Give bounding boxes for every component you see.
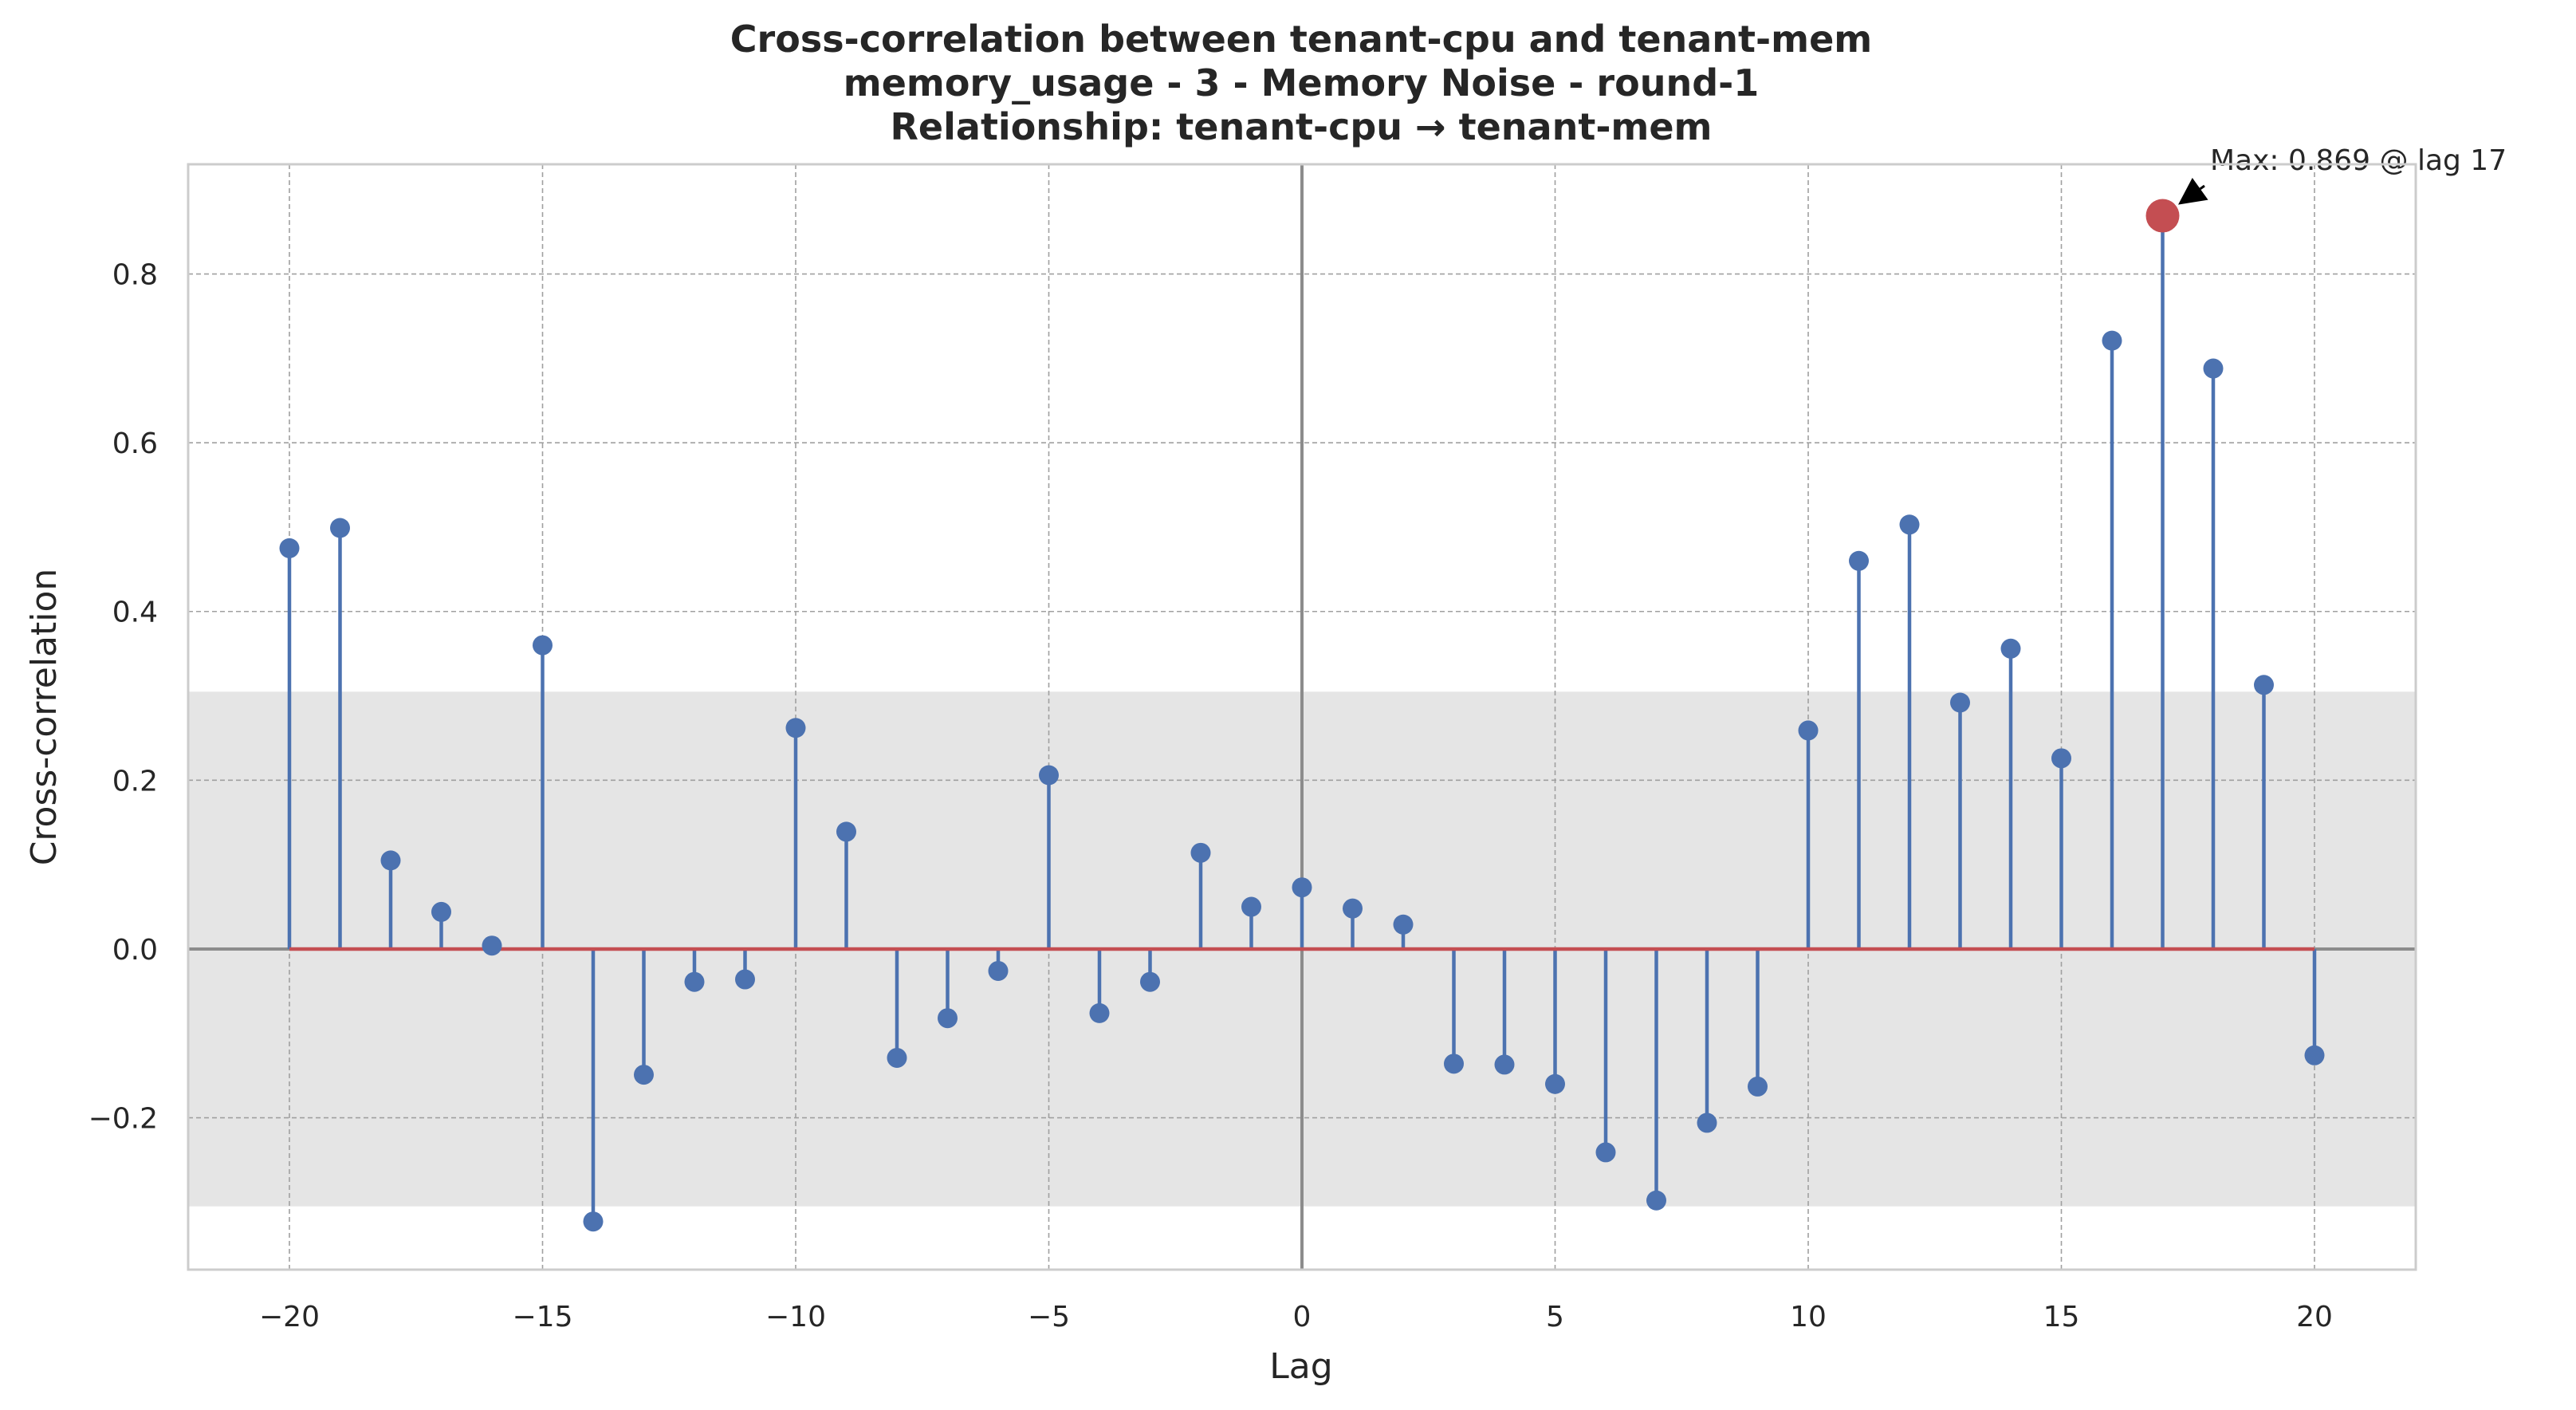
stem-marker bbox=[1646, 1190, 1666, 1211]
stem-marker bbox=[1039, 765, 1059, 786]
stem-marker bbox=[634, 1065, 654, 1085]
y-tick-label: 0.8 bbox=[112, 259, 158, 292]
stem-marker bbox=[1444, 1054, 1464, 1074]
max-annotation-arrow-head bbox=[2178, 177, 2208, 205]
stem-marker bbox=[533, 635, 553, 656]
stem-marker bbox=[482, 935, 502, 956]
max-annotation-arrow-shaft bbox=[2199, 184, 2205, 191]
stem-marker bbox=[1343, 898, 1363, 919]
x-tick-label: −5 bbox=[1028, 1301, 1070, 1333]
stem-marker bbox=[2051, 748, 2071, 769]
stem-marker bbox=[1899, 514, 1920, 535]
stem-marker bbox=[2203, 358, 2224, 379]
chart-title: Cross-correlation between tenant-cpu and… bbox=[730, 18, 1872, 148]
stem-marker bbox=[1140, 971, 1160, 992]
stem-marker bbox=[735, 969, 755, 990]
stem-marker bbox=[279, 538, 300, 558]
title-line-1: Cross-correlation between tenant-cpu and… bbox=[730, 18, 1872, 61]
stem-marker bbox=[1393, 914, 1414, 935]
stem-marker bbox=[583, 1211, 604, 1232]
title-line-2: memory_usage - 3 - Memory Noise - round-… bbox=[844, 61, 1759, 104]
stem-marker bbox=[1089, 1002, 1110, 1023]
stem-marker bbox=[1241, 896, 1261, 917]
plot-frame bbox=[187, 163, 2417, 1271]
x-tick-label: −15 bbox=[513, 1301, 573, 1333]
stem-marker bbox=[887, 1047, 907, 1068]
x-tick-label: 5 bbox=[1546, 1301, 1564, 1333]
stem-marker bbox=[684, 971, 705, 992]
stem-marker bbox=[836, 821, 856, 842]
stem-marker bbox=[1798, 720, 1819, 741]
x-axis-label: Lag bbox=[1269, 1346, 1332, 1387]
max-annotation-text: Max: 0.869 @ lag 17 bbox=[2210, 144, 2507, 177]
y-tick-label: 0.6 bbox=[112, 427, 158, 460]
stem-marker bbox=[1748, 1076, 1768, 1097]
x-tick-label: −10 bbox=[765, 1301, 826, 1333]
max-marker bbox=[2145, 199, 2180, 233]
stem-marker bbox=[2254, 675, 2274, 695]
stem-marker bbox=[785, 718, 806, 738]
stem-marker bbox=[2000, 638, 2021, 659]
x-tick-label: −20 bbox=[259, 1301, 320, 1333]
stem-marker bbox=[2304, 1045, 2325, 1065]
title-line-3: Relationship: tenant-cpu → tenant-mem bbox=[891, 105, 1713, 148]
stem-marker bbox=[1292, 877, 1312, 898]
y-tick-label: 0.0 bbox=[112, 934, 158, 967]
plot-area: Max: 0.869 @ lag 17 −20 −15 −10 −5 0 5 10 15 20 −0… bbox=[88, 144, 2507, 1333]
stem-marker bbox=[1494, 1054, 1515, 1075]
stem-marker bbox=[1849, 550, 1869, 571]
stem-marker bbox=[330, 518, 350, 538]
stem-marker bbox=[380, 850, 401, 871]
x-tick-label: 20 bbox=[2296, 1301, 2333, 1333]
stem-marker bbox=[1950, 692, 1970, 713]
stem-marker bbox=[431, 901, 451, 922]
y-axis-label: Cross-correlation bbox=[24, 569, 65, 866]
y-tick-label: 0.2 bbox=[112, 765, 158, 798]
stem-marker bbox=[988, 960, 1009, 981]
x-tick-label: 15 bbox=[2043, 1301, 2080, 1333]
stem-marker bbox=[938, 1008, 958, 1029]
stem-marker bbox=[1697, 1113, 1717, 1133]
stem-marker bbox=[1595, 1142, 1616, 1163]
stem-marker bbox=[1190, 842, 1211, 863]
y-tick-label: −0.2 bbox=[88, 1103, 158, 1136]
y-tick-label: 0.4 bbox=[112, 597, 158, 629]
stem-marker bbox=[1545, 1073, 1565, 1094]
x-tick-label: 0 bbox=[1293, 1301, 1312, 1333]
x-tick-label: 10 bbox=[1790, 1301, 1827, 1333]
stem-marker bbox=[2102, 330, 2122, 351]
